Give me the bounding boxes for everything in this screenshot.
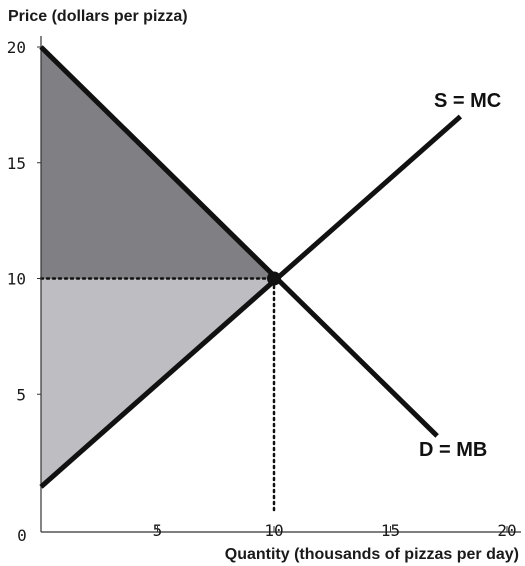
guide-lines (39, 277, 276, 512)
origin-label: 0 (17, 526, 27, 545)
equilibrium-point (267, 271, 281, 286)
curves: S = MC D = MB (39, 45, 501, 489)
x-axis-title: Quantity (thousands of pizzas per day) (225, 546, 519, 563)
demand-curve-label: D = MB (419, 439, 487, 461)
y-tick-label: 20 (7, 38, 26, 57)
y-tick-label: 10 (7, 270, 26, 289)
supply-curve-label: S = MC (434, 90, 501, 112)
supply-curve (39, 114, 463, 489)
y-axis-title: Price (dollars per pizza) (8, 8, 188, 25)
y-tick-label: 5 (16, 385, 26, 404)
demand-curve (39, 45, 439, 438)
y-tick-label: 15 (7, 154, 26, 173)
shaded-regions (41, 47, 274, 487)
axes (40, 36, 521, 533)
